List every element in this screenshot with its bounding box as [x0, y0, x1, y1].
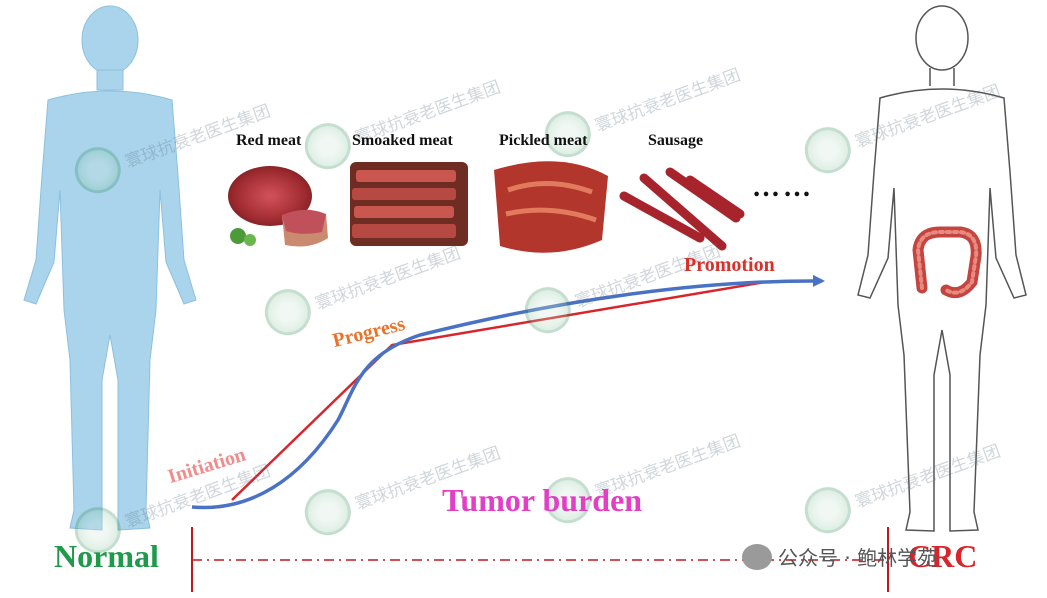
- food-label-sausage: Sausage: [648, 132, 704, 149]
- blue-progression-curve: [191, 274, 825, 510]
- crc-body-figure: [857, 5, 1027, 532]
- wechat-icon: [742, 543, 772, 570]
- red-meat-image: [228, 166, 328, 247]
- tumor-burden-label: Tumor burden: [442, 482, 643, 518]
- food-label-pickled-meat: Pickled meat: [499, 132, 588, 149]
- colon-icon: [912, 226, 982, 299]
- normal-body-figure: [23, 5, 197, 531]
- sausage-image: [619, 167, 745, 251]
- wechat-watermark: 公众号 · 鲍林学苑: [742, 542, 937, 571]
- wechat-account-label: 公众号 · 鲍林学苑: [778, 546, 938, 570]
- pickled-meat-image: [494, 161, 608, 253]
- stage-promotion-label: Promotion: [684, 254, 775, 276]
- normal-label: Normal: [54, 538, 159, 574]
- food-label-red-meat: Red meat: [236, 132, 302, 149]
- more-foods-ellipsis: ……: [752, 172, 814, 203]
- red-progression-line: [231, 280, 766, 501]
- smoked-meat-image: [350, 162, 468, 246]
- food-label-smoked-meat: Smoaked meat: [352, 132, 453, 149]
- crc-label: CRC: [908, 538, 978, 574]
